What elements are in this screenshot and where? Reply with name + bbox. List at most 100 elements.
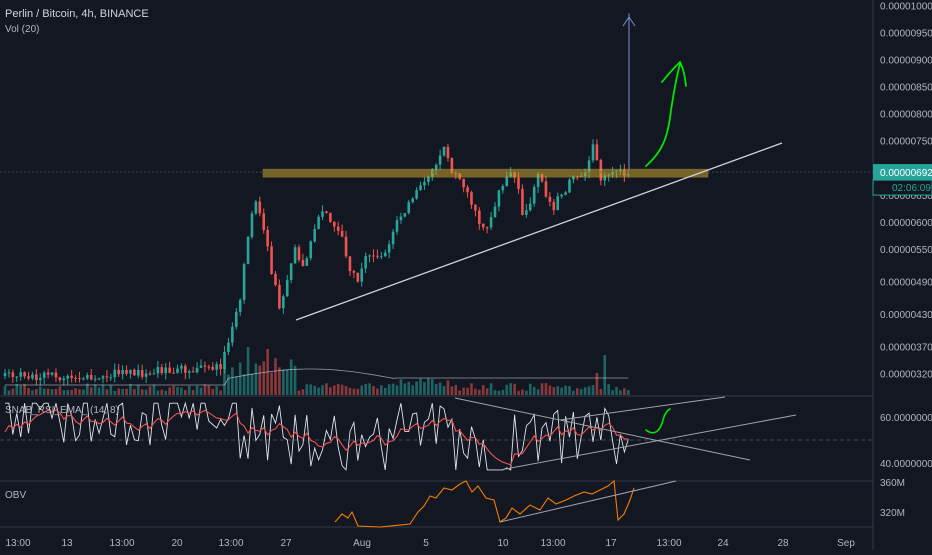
volume-bar [172,385,175,395]
candle-body [305,258,309,266]
rsi-projection-drawing [645,408,671,434]
time-tick-label: 10 [497,538,509,549]
time-tick-label: Sep [837,538,855,549]
candle-body [356,272,360,282]
volume-bar [125,388,128,395]
volume-bar [336,383,340,395]
candle-body [489,217,493,228]
candle-body [532,186,536,204]
volume-bar [89,387,93,395]
candle-body [289,263,293,280]
projection-arrowhead [661,60,687,87]
candle-body [70,375,73,378]
volume-bar [466,387,469,395]
candle-body [525,210,528,215]
candle-body [572,176,575,180]
candle-body [97,378,101,380]
volume-bar [407,381,411,395]
volume-bar [509,383,512,395]
candle-body [66,375,70,379]
time-tick-label: 13:00 [109,538,134,549]
candle-body [156,367,160,374]
candle-body [427,176,430,182]
volume-bar [211,388,215,395]
candle-body [160,367,164,374]
volume-bar [364,384,367,395]
candle-body [450,157,454,174]
obv-tick-label: 320M [880,508,905,519]
volume-bar [86,383,89,395]
obv-indicator-label[interactable]: OBV [5,490,27,501]
candle-body [434,164,438,170]
candle-body [195,367,199,373]
volume-bar [419,378,422,395]
candle-body [399,216,403,221]
rsi-tick-label: 60.00000000 [880,413,932,424]
candle-body [462,178,465,188]
volume-bar [82,389,85,395]
volume-bar [583,387,587,395]
candle-body [403,213,407,217]
candle-body [164,367,168,374]
volume-bar [301,389,305,395]
volume-bar [38,386,42,395]
volume-bar [258,365,262,395]
volume-bar [403,383,407,395]
volume-bar [246,347,250,395]
volume-bar [223,363,226,395]
volume-bar [434,383,438,395]
candle-body [517,177,520,189]
candle-body [442,146,446,156]
candle-body [180,365,183,369]
volume-bar [391,383,395,395]
volume-bar [521,389,524,395]
candle-body [234,311,238,327]
candle-body [58,377,62,381]
volume-bar [42,388,46,395]
rsi-indicator-label[interactable]: SNAB_RSI_EMA_ (14, 8) [5,405,119,416]
volume-bar [446,380,450,395]
volume-bar [481,385,485,395]
volume-bar [215,386,218,395]
candle-body [266,229,269,247]
candle-body [270,246,273,274]
time-tick-label: 28 [777,538,789,549]
volume-bar [164,390,168,395]
candle-body [152,373,156,375]
volume-bar [470,383,473,395]
candle-body [238,299,242,312]
candle-body [501,186,505,191]
candle-body [278,284,281,309]
volume-bar [485,388,489,395]
price-tick-label: 0.00000600 [880,218,932,229]
symbol-title[interactable]: Perlin / Bitcoin, 4h, BINANCE [5,8,149,20]
candle-body [231,326,234,343]
candle-body [191,371,195,373]
price-tick-label: 0.00000370 [880,342,932,353]
volume-bar [74,388,77,395]
volume-bar [101,384,105,395]
price-tick-label: 0.00000650 [880,191,932,202]
candle-body [82,378,85,380]
candle-body [556,196,560,211]
rsi-uptrend-line [499,414,797,471]
candle-body [313,228,316,242]
volume-bar [278,367,281,395]
volume-bar [395,385,399,395]
volume-bar [23,384,26,395]
volume-bar [536,389,540,395]
volume-bar [219,390,222,395]
volume-bar [160,389,164,395]
candle-body [246,236,250,265]
volume-bar [564,385,567,395]
candle-body [78,378,81,380]
volume-indicator-label[interactable]: Vol (20) [5,24,40,35]
volume-bar [50,389,54,395]
volume-bar [325,383,328,395]
volume-bar [344,385,348,395]
volume-bar [607,384,610,395]
candle-body [242,264,246,300]
volume-bar [191,390,195,395]
